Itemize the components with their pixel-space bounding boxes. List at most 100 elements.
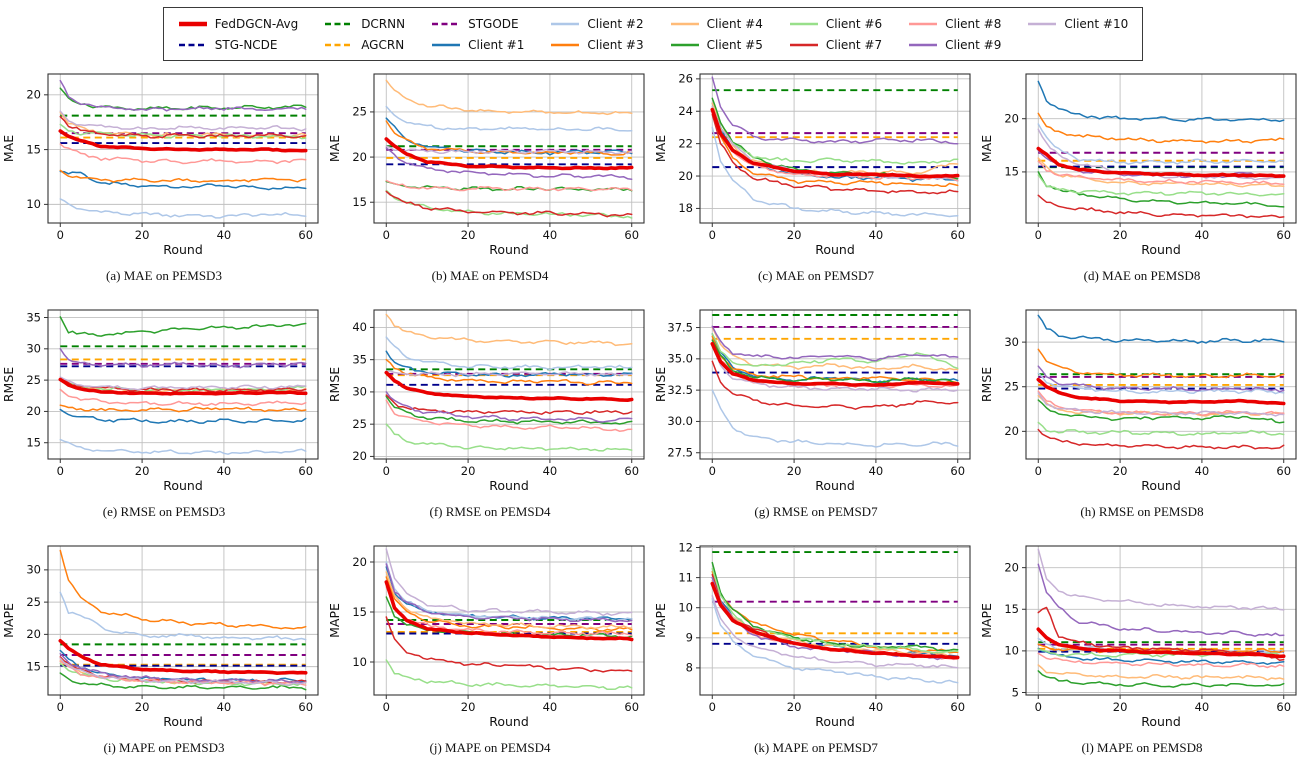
- x-tick-label: 20: [135, 700, 150, 714]
- x-axis-label: Round: [489, 478, 529, 493]
- series-client-6: [59, 378, 307, 394]
- plot-area: [384, 313, 634, 452]
- y-tick-label: 15: [1004, 602, 1019, 616]
- legend-swatch-agcrn-line-icon: [325, 43, 354, 46]
- x-axis-label: Round: [1141, 242, 1181, 257]
- x-tick-label: 40: [869, 464, 884, 478]
- y-tick-label: 15: [26, 436, 41, 450]
- y-tick-label: 25: [352, 105, 367, 119]
- series-client-1: [1037, 80, 1285, 123]
- legend-label: Client #8: [945, 16, 1002, 31]
- legend-swatch-stg-ncde-line-icon: [178, 43, 207, 46]
- series-client-1: [1037, 647, 1285, 666]
- subplot-caption-l: (l) MAPE on PEMSD8: [1081, 740, 1203, 755]
- subplot-k: 0 20 40 60 8 9 10 11 12 Round MAPE (k) MAPE on PEMS…: [653, 539, 979, 775]
- series-client-9: [711, 76, 959, 145]
- series-client-4: [1037, 157, 1285, 188]
- axes-spines: [47, 73, 319, 224]
- series-client-5: [1037, 399, 1285, 424]
- subplot-g-canvas: 0 20 40 60 27.5 30.0 32.5 35.0 37.5 Round RMSE: [653, 309, 971, 493]
- legend-item-client-8: Client #8: [908, 17, 1001, 31]
- legend-item-feddgcn-avg: FedDGCN-Avg: [178, 17, 298, 31]
- x-tick-label: 40: [543, 464, 558, 478]
- y-tick-label: 35: [26, 310, 41, 324]
- x-axis-label: Round: [163, 242, 203, 257]
- plot-area: [384, 79, 634, 219]
- legend-item-client-10: Client #10: [1027, 17, 1128, 31]
- x-tick-label: 20: [461, 228, 476, 242]
- y-tick-label: 25: [1004, 380, 1019, 394]
- series-client-3: [711, 110, 959, 188]
- series-client-3: [711, 570, 959, 654]
- x-tick-label: 40: [1195, 464, 1210, 478]
- y-axis-label: MAPE: [327, 603, 342, 638]
- series-client-7: [711, 113, 959, 195]
- plot-area: [1036, 80, 1286, 219]
- series-client-9: [711, 325, 959, 362]
- legend-item-client-4: Client #4: [670, 17, 763, 31]
- y-tick-label: 15: [352, 195, 367, 209]
- series-client-5: [1037, 171, 1285, 208]
- legend-item-client-5: Client #5: [670, 38, 763, 52]
- subplot-e: 0 20 40 60 15 20 25 30 35 Round RMSE (e) RMSE on PE…: [1, 303, 327, 539]
- plot-area: [710, 76, 960, 218]
- x-tick-label: 60: [950, 464, 965, 478]
- x-tick-label: 0: [383, 700, 390, 714]
- y-tick-label: 15: [1004, 165, 1019, 179]
- legend-item-client-9: Client #9: [908, 38, 1001, 52]
- subplot-j: 0 20 40 60 10 15 20 Round MAPE (j) MAPE on PEMSD4: [327, 539, 653, 775]
- legend-swatch-client-4-line-icon: [670, 22, 699, 25]
- x-tick-label: 0: [57, 700, 64, 714]
- subplot-f: 0 20 40 60 20 25 30 35 40 Round RMSE (f) RMSE on PE…: [327, 303, 653, 539]
- x-tick-label: 20: [787, 700, 802, 714]
- subplot-caption-j: (j) MAPE on PEMSD4: [429, 740, 551, 755]
- legend-item-stgode: STGODE: [431, 17, 524, 31]
- series-feddgcn-avg: [710, 581, 960, 660]
- series-client-9: [59, 652, 307, 684]
- legend-label: FedDGCN-Avg: [214, 16, 299, 31]
- subplot-caption-f: (f) RMSE on PEMSD4: [429, 504, 551, 519]
- subplot-k-canvas: 0 20 40 60 8 9 10 11 12 Round MAPE: [653, 540, 971, 729]
- series-client-9: [385, 391, 633, 423]
- series-client-3: [59, 404, 307, 413]
- x-tick-label: 0: [57, 464, 64, 478]
- subplot-h: 0 20 40 60 20 25 30 Round RMSE (h) RMSE on PEMSD8: [979, 303, 1305, 539]
- subplot-b-canvas: 0 20 40 60 15 20 25 Round MAE: [327, 73, 645, 257]
- y-tick-label: 26: [678, 72, 693, 86]
- x-tick-label: 60: [1276, 700, 1291, 714]
- series-client-6: [711, 105, 959, 165]
- axes-spines: [699, 309, 971, 460]
- plot-area: [710, 314, 960, 448]
- series-client-6: [711, 333, 959, 370]
- series-client-5: [711, 561, 959, 652]
- plot-area: [384, 548, 634, 691]
- x-axis-label: Round: [489, 242, 529, 257]
- paper-figure: FedDGCN-Avg STG-NCDE DCRNN AGCRN STGODE Clien…: [0, 7, 1306, 775]
- x-tick-label: 20: [461, 464, 476, 478]
- series-client-10: [59, 657, 307, 686]
- y-tick-label: 22: [678, 136, 693, 150]
- axes-spines: [47, 309, 319, 460]
- legend-wrapper: FedDGCN-Avg STG-NCDE DCRNN AGCRN STGODE Clien…: [0, 7, 1306, 61]
- subplot-l-canvas: 0 20 40 60 5 10 15 20 Round MAPE: [979, 545, 1297, 729]
- legend-item-client-1: Client #1: [431, 38, 524, 52]
- axes-spines: [373, 73, 645, 224]
- legend-item-client-3: Client #3: [550, 38, 644, 52]
- legend-swatch-client-1-line-icon: [432, 43, 461, 46]
- x-axis-label: Round: [815, 714, 855, 729]
- x-tick-label: 0: [709, 700, 716, 714]
- x-tick-label: 0: [1035, 700, 1042, 714]
- chart-legend: FedDGCN-Avg STG-NCDE DCRNN AGCRN STGODE Clien…: [162, 7, 1144, 61]
- series-client-2: [59, 591, 307, 641]
- y-axis-label: RMSE: [979, 367, 994, 402]
- series-feddgcn-avg: [384, 137, 634, 171]
- x-axis-label: Round: [1141, 714, 1181, 729]
- y-tick-label: 12: [678, 540, 693, 554]
- x-tick-label: 0: [383, 464, 390, 478]
- x-tick-label: 0: [1035, 228, 1042, 242]
- y-tick-label: 20: [1004, 112, 1019, 126]
- axes-spines: [1025, 309, 1297, 460]
- subplot-c-canvas: 0 20 40 60 18 20 22 24 26 Round MAE: [653, 72, 971, 257]
- x-tick-label: 20: [461, 700, 476, 714]
- series-client-5: [711, 339, 959, 384]
